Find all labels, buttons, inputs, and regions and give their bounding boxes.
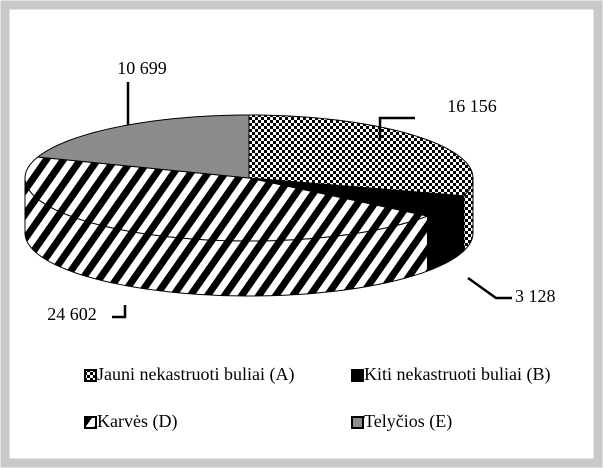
pie — [24, 114, 474, 297]
leader-line — [112, 305, 127, 319]
legend-swatch — [84, 416, 97, 429]
slice — [24, 156, 430, 242]
data-label: 16 156 — [447, 96, 497, 116]
data-label: 24 602 — [47, 304, 97, 324]
slice — [248, 177, 465, 217]
data-label: 10 699 — [117, 58, 167, 78]
legend: Jauni nekastruoti buliai (A) Kiti nekastr… — [84, 364, 550, 432]
leader-line — [378, 116, 415, 140]
data-label: 3 128 — [515, 286, 556, 306]
slice — [248, 114, 474, 197]
legend-label: Kiti nekastruoti buliai (B) — [364, 364, 550, 385]
legend-label: Karvės (D) — [97, 411, 177, 432]
legend-swatch — [351, 369, 364, 382]
legend-label: Jauni nekastruoti buliai (A) — [97, 364, 294, 385]
legend-swatch — [351, 416, 364, 429]
leader-line — [467, 276, 512, 300]
legend-label: Telyčios (E) — [364, 411, 452, 432]
slice — [36, 114, 250, 179]
legend-swatch — [84, 369, 97, 382]
